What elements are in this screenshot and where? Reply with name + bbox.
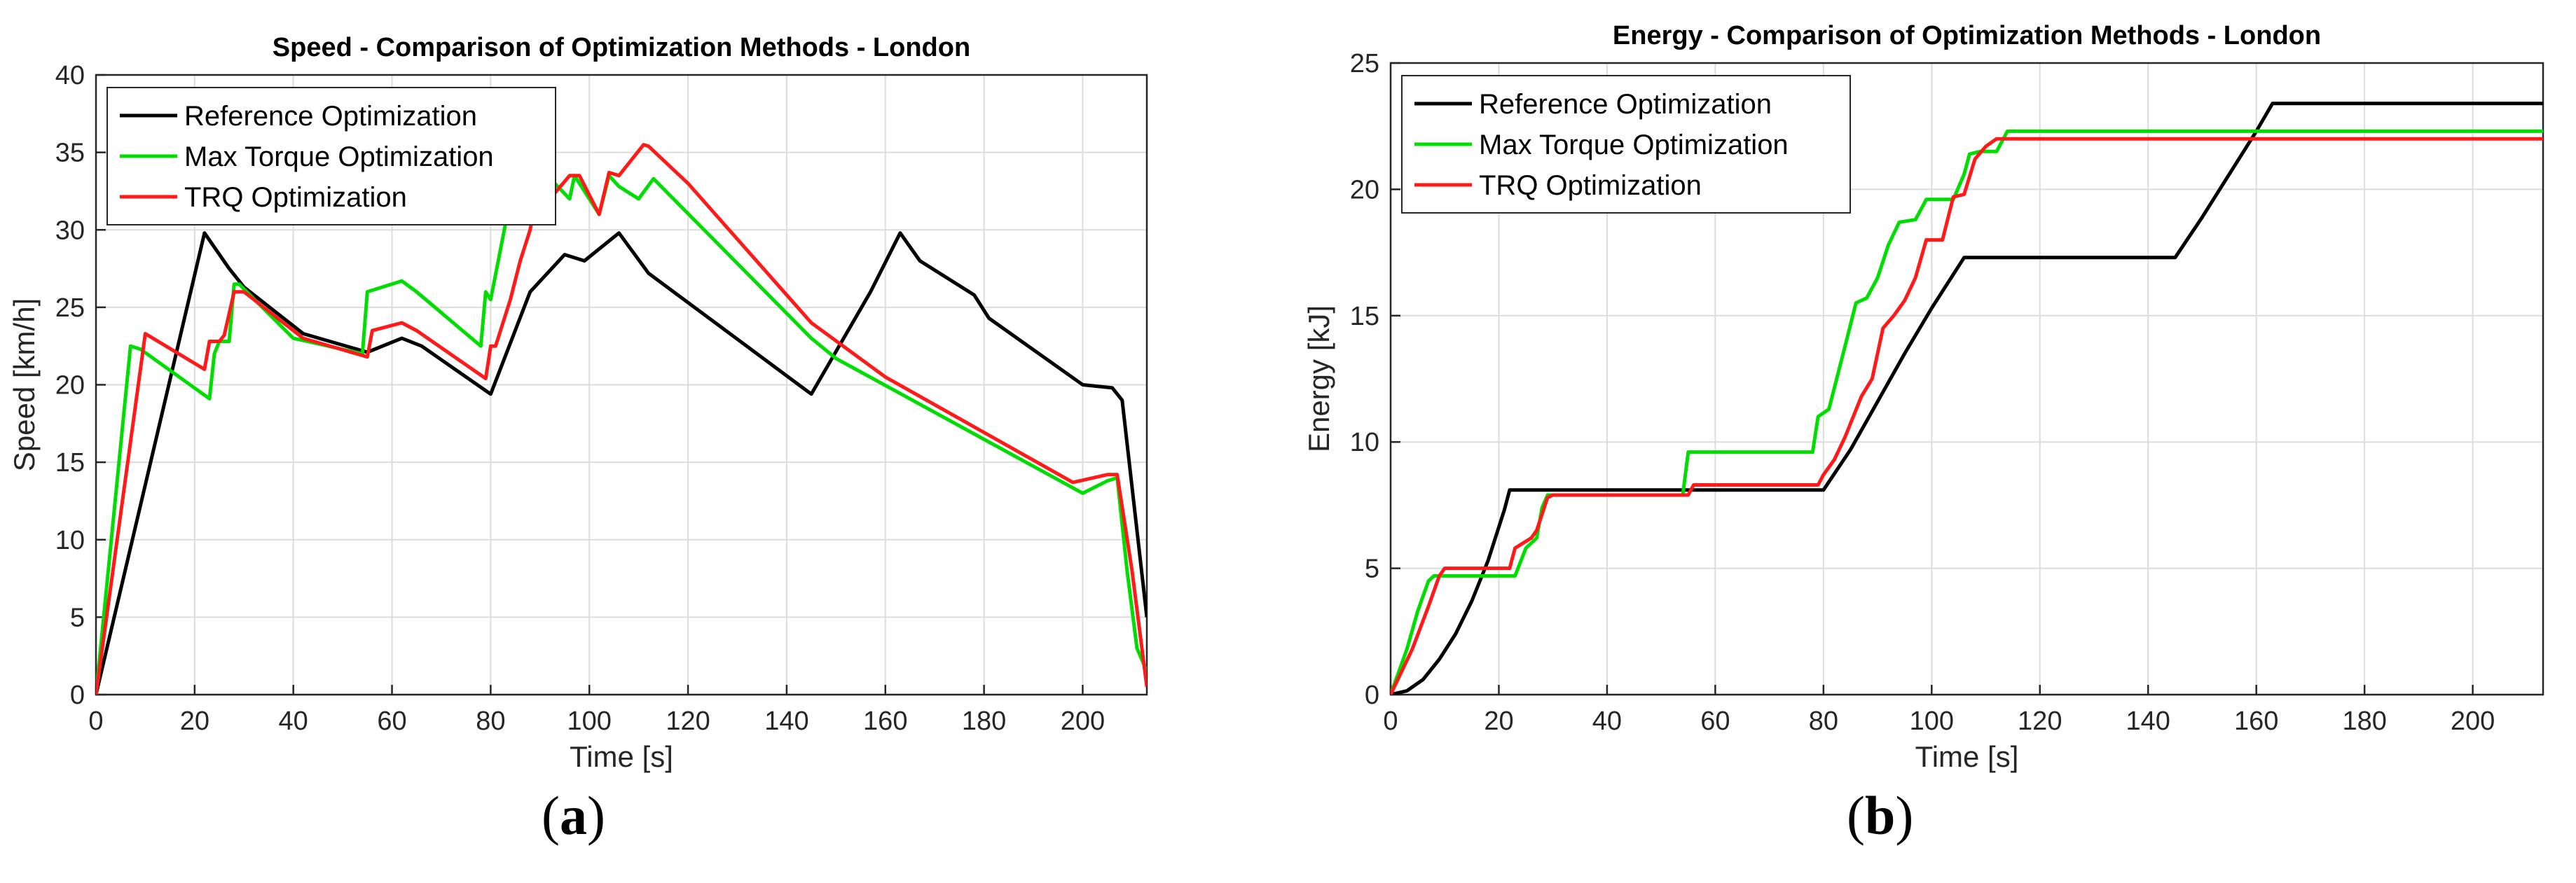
y-axis-label: Speed [km/h]	[8, 298, 41, 471]
caption-b: (b)	[1847, 784, 1913, 847]
legend-box	[106, 87, 556, 225]
caption-b-close: )	[1895, 785, 1914, 846]
series-line-max-torque	[96, 158, 1147, 695]
x-tick-label: 180	[2342, 707, 2386, 736]
y-tick-label: 0	[70, 681, 85, 710]
y-tick-label: 15	[1350, 302, 1379, 331]
x-tick-label: 160	[863, 707, 907, 736]
series-line-reference	[1391, 102, 2543, 695]
caption-a-close: )	[586, 785, 605, 846]
chart-title: Energy - Comparison of Optimization Meth…	[1613, 21, 2321, 50]
caption-a-open: (	[542, 785, 560, 846]
speed-chart: 0 20 40 60 80 100 120 140 160 180 200 0 5 10 15 20 25 30 3…	[8, 33, 1148, 773]
x-tick-label: 200	[2451, 707, 2495, 736]
x-tick-label: 140	[764, 707, 808, 736]
y-tick-label: 30	[55, 216, 85, 245]
x-tick-label: 80	[476, 707, 505, 736]
x-axis-label: Time [s]	[1915, 740, 2019, 773]
x-tick-label: 140	[2126, 707, 2170, 736]
caption-b-open: (	[1847, 785, 1865, 846]
legend-label: TRQ Optimization	[1479, 170, 1702, 201]
x-tick-label: 60	[377, 707, 406, 736]
y-tick-label: 25	[55, 293, 85, 323]
x-tick-label: 100	[1910, 707, 1954, 736]
x-tick-label: 80	[1809, 707, 1838, 736]
y-tick-label: 40	[55, 61, 85, 90]
x-tick-label: 120	[666, 707, 710, 736]
x-tick-label: 40	[279, 707, 308, 736]
series-line-max-torque	[1391, 129, 2543, 695]
legend-box	[1401, 75, 1851, 214]
y-tick-label: 10	[55, 526, 85, 555]
y-axis-label: Energy [kJ]	[1302, 305, 1335, 452]
x-tick-label: 20	[1484, 707, 1513, 736]
legend-label: Max Torque Optimization	[1479, 130, 1789, 160]
series-line-trq	[96, 143, 1147, 695]
y-tick-label: 0	[1365, 681, 1379, 710]
x-axis-label: Time [s]	[570, 740, 673, 773]
x-tick-label: 20	[180, 707, 209, 736]
y-tick-label: 15	[55, 448, 85, 478]
energy-chart: 0 20 40 60 80 100 120 140 160 180 200 0 5 10 15 20 25 Ene…	[1302, 21, 2544, 773]
caption-a-letter: a	[559, 785, 587, 846]
x-tick-label: 160	[2234, 707, 2278, 736]
y-tick-label: 35	[55, 139, 85, 168]
x-tick-label: 60	[1700, 707, 1730, 736]
series-line-reference	[96, 231, 1147, 695]
y-tick-label: 10	[1350, 428, 1379, 457]
series-line-trq	[1391, 137, 2543, 695]
y-tick-label: 20	[55, 371, 85, 401]
y-tick-label: 5	[70, 603, 85, 632]
legend-label: Reference Optimization	[1479, 89, 1772, 120]
legend-label: TRQ Optimization	[184, 182, 407, 213]
x-tick-label: 200	[1061, 707, 1105, 736]
x-tick-label: 0	[1383, 707, 1398, 736]
x-tick-label: 120	[2018, 707, 2062, 736]
x-tick-label: 180	[962, 707, 1006, 736]
plot-frame	[1389, 62, 2544, 696]
caption-b-letter: b	[1864, 785, 1896, 846]
legend-label: Reference Optimization	[184, 101, 477, 132]
x-tick-label: 100	[567, 707, 612, 736]
legend-label: Max Torque Optimization	[184, 141, 494, 172]
y-tick-label: 20	[1350, 175, 1379, 204]
caption-a: (a)	[542, 784, 605, 847]
y-tick-label: 5	[1365, 555, 1379, 584]
chart-title: Speed - Comparison of Optimization Metho…	[273, 33, 970, 62]
x-tick-label: 40	[1592, 707, 1622, 736]
x-tick-label: 0	[88, 707, 103, 736]
y-tick-label: 25	[1350, 49, 1379, 78]
